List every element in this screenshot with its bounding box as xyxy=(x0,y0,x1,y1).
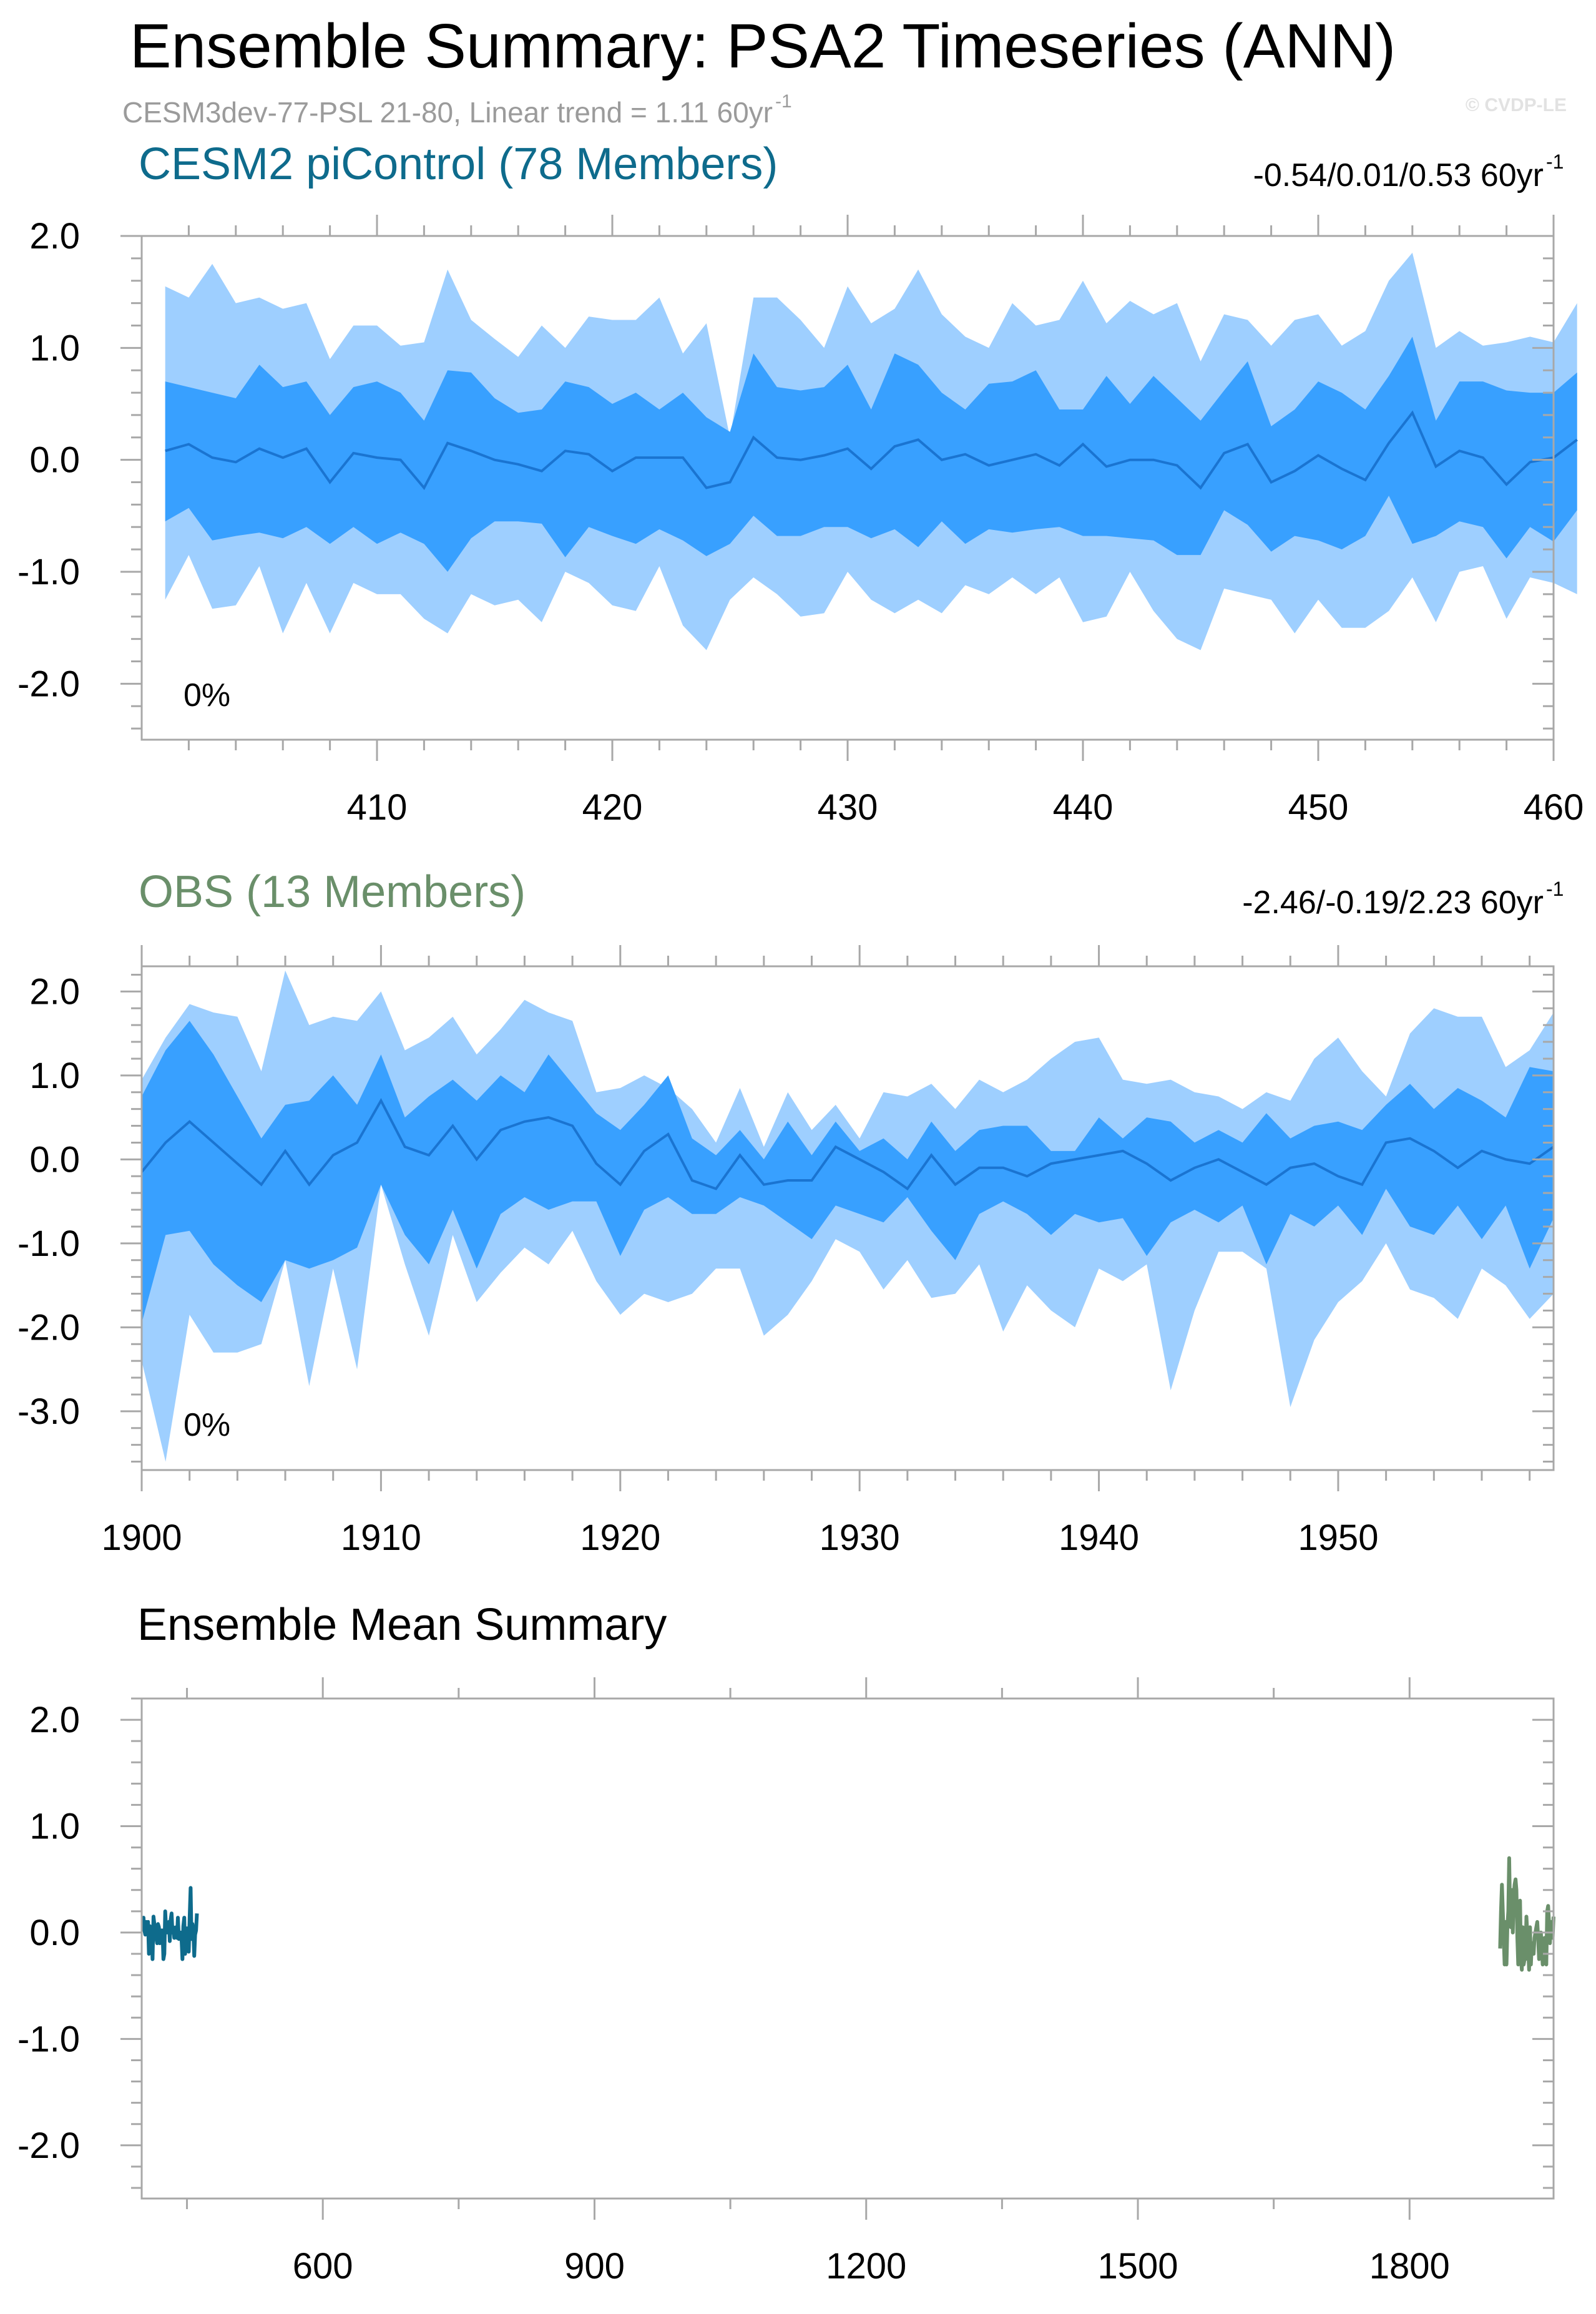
mean-series-line-cesm2 xyxy=(140,1886,199,1961)
y-tick-label: 2.0 xyxy=(29,1700,80,1740)
panel-stats-obs: -2.46/-0.19/2.23 60yr xyxy=(1242,885,1544,921)
percent-annotation-cesm2: 0% xyxy=(184,677,230,713)
x-tick-label: 430 xyxy=(818,787,878,828)
y-tick-label: -2.0 xyxy=(17,1307,80,1348)
copyright-label: © CVDP-LE xyxy=(1466,95,1567,115)
panel-stats-superscript-cesm2: -1 xyxy=(1546,150,1564,173)
figure-subtitle: CESM3dev-77-PSL 21-80, Linear trend = 1.… xyxy=(122,96,773,129)
x-tick-label: 450 xyxy=(1288,787,1349,828)
x-tick-label: 440 xyxy=(1053,787,1114,828)
x-tick-label: 410 xyxy=(347,787,408,828)
x-tick-label: 600 xyxy=(293,2246,353,2287)
x-tick-label: 1920 xyxy=(580,1517,660,1558)
mean-series-line-obs xyxy=(1498,1856,1555,1972)
x-tick-label: 1900 xyxy=(101,1517,182,1558)
y-tick-label: -1.0 xyxy=(17,1223,80,1264)
panel-stats-cesm2: -0.54/0.01/0.53 60yr xyxy=(1253,157,1544,194)
band-layer xyxy=(140,970,1555,1462)
plot-frame-obs xyxy=(140,965,1555,1471)
plot-frame-cesm2 xyxy=(140,235,1555,741)
x-tick-label: 1950 xyxy=(1298,1517,1378,1558)
x-tick-label: 900 xyxy=(564,2246,625,2287)
tick-label-layer: 2.0 1.0 0.0 -1.0 -2.0 600 900 1200 1500 1800 xyxy=(17,1700,1450,2287)
x-tick-label: 460 xyxy=(1524,787,1584,828)
series-layer xyxy=(140,1856,1555,1972)
panel-obs: OBS (13 Members) -2.46/-0.19/2.23 60yr -… xyxy=(17,867,1564,1558)
y-tick-label: 2.0 xyxy=(29,971,80,1012)
median-line xyxy=(165,410,1578,491)
y-tick-label: 0.0 xyxy=(29,1913,80,1953)
median-line xyxy=(140,1098,1555,1191)
x-tick-label: 1500 xyxy=(1098,2246,1178,2287)
x-tick-label: 1200 xyxy=(826,2246,906,2287)
y-tick-label: 1.0 xyxy=(29,1807,80,1847)
figure-title: Ensemble Summary: PSA2 Timeseries (ANN) xyxy=(130,11,1396,81)
x-tick-label: 420 xyxy=(582,787,643,828)
y-tick-label: -2.0 xyxy=(17,664,80,704)
y-tick-label: 0.0 xyxy=(29,440,80,481)
y-tick-label: -3.0 xyxy=(17,1391,80,1432)
tick-label-layer: 2.0 1.0 0.0 -1.0 -2.0 -3.0 1900 1910 1920 1930 194… xyxy=(17,971,1378,1558)
y-tick-label: -1.0 xyxy=(17,2019,80,2059)
tick-label-layer: 2.0 1.0 0.0 -1.0 -2.0 410 420 430 440 450 460 xyxy=(17,216,1584,828)
y-tick-label: 1.0 xyxy=(29,328,80,368)
x-tick-label: 1910 xyxy=(341,1517,421,1558)
panel-title-obs: OBS (13 Members) xyxy=(139,867,526,917)
panel-stats-superscript-obs: -1 xyxy=(1546,878,1564,900)
percent-annotation-obs: 0% xyxy=(184,1407,230,1443)
x-tick-label: 1930 xyxy=(820,1517,900,1558)
figure-subtitle-superscript: -1 xyxy=(775,91,792,112)
x-tick-label: 1940 xyxy=(1059,1517,1139,1558)
y-tick-label: -2.0 xyxy=(17,2125,80,2166)
y-tick-label: -1.0 xyxy=(17,552,80,592)
panel-title-ensemble-mean: Ensemble Mean Summary xyxy=(137,1600,667,1650)
panel-title-cesm2: CESM2 piControl (78 Members) xyxy=(139,139,778,189)
y-tick-label: 2.0 xyxy=(29,216,80,257)
tick-layer xyxy=(120,1677,1554,2220)
band-layer xyxy=(165,252,1578,650)
plot-frame-ensemble-mean xyxy=(140,1697,1555,2200)
tick-layer xyxy=(120,945,1554,1491)
band-25-75-percentile xyxy=(165,336,1577,572)
y-tick-label: 0.0 xyxy=(29,1139,80,1180)
y-tick-label: 1.0 xyxy=(29,1056,80,1096)
panel-ensemble-mean: Ensemble Mean Summary 2.0 1.0 0.0 -1.0 -2.0 6… xyxy=(17,1600,1555,2287)
x-tick-label: 1800 xyxy=(1369,2246,1450,2287)
band-25-75-percentile xyxy=(142,1021,1554,1323)
panel-cesm2-picontrol: CESM2 piControl (78 Members) -0.54/0.01/… xyxy=(17,139,1584,828)
